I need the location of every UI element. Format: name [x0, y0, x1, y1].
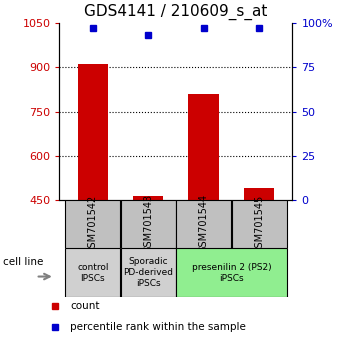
Bar: [78, 64, 108, 200]
Text: percentile rank within the sample: percentile rank within the sample: [70, 321, 246, 332]
Text: presenilin 2 (PS2)
iPSCs: presenilin 2 (PS2) iPSCs: [191, 263, 271, 282]
Bar: [65, 200, 120, 248]
Bar: [244, 188, 274, 200]
Bar: [232, 200, 287, 248]
Bar: [121, 248, 176, 297]
Bar: [133, 195, 164, 200]
Text: GSM701545: GSM701545: [254, 194, 264, 253]
Bar: [176, 200, 231, 248]
Text: GSM701543: GSM701543: [143, 194, 153, 253]
Bar: [121, 200, 176, 248]
Text: Sporadic
PD-derived
iPSCs: Sporadic PD-derived iPSCs: [123, 257, 173, 288]
Text: control
IPSCs: control IPSCs: [77, 263, 108, 282]
Bar: [176, 248, 287, 297]
Title: GDS4141 / 210609_s_at: GDS4141 / 210609_s_at: [84, 4, 268, 20]
Bar: [188, 94, 219, 200]
Text: GSM701542: GSM701542: [88, 194, 98, 253]
Text: GSM701544: GSM701544: [199, 194, 209, 253]
Text: cell line: cell line: [3, 257, 44, 267]
Text: count: count: [70, 301, 100, 311]
Bar: [65, 248, 120, 297]
